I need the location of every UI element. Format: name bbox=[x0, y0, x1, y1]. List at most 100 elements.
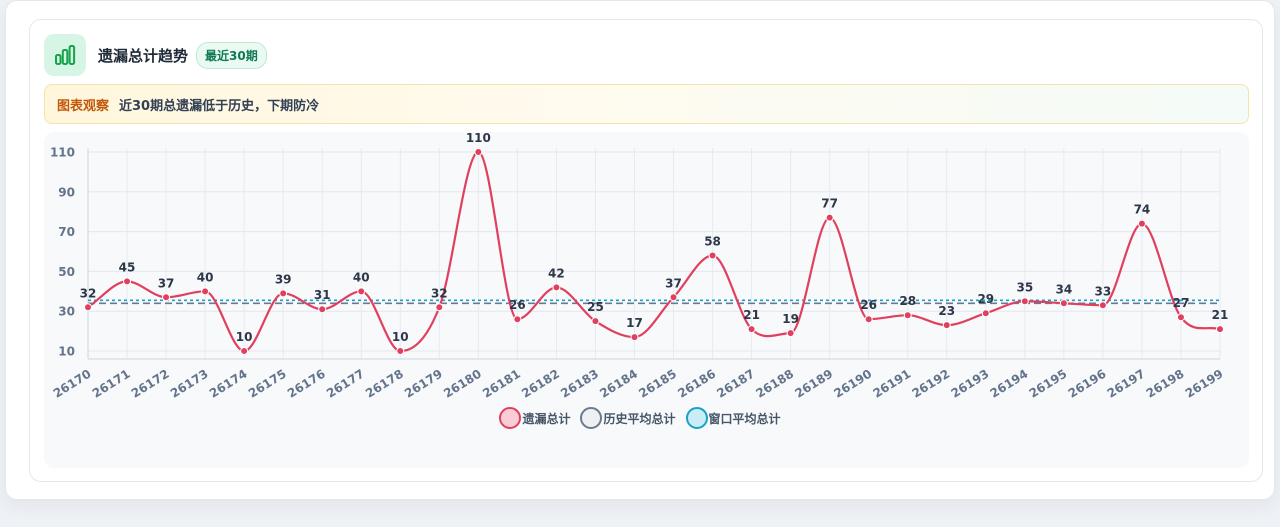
data-point bbox=[474, 148, 483, 156]
data-point bbox=[435, 303, 444, 312]
data-point bbox=[942, 321, 951, 330]
x-tick-label: 26182 bbox=[519, 367, 562, 401]
data-label: 21 bbox=[743, 308, 760, 322]
data-label: 40 bbox=[197, 270, 214, 284]
y-tick-label: 10 bbox=[58, 345, 75, 359]
x-tick-label: 26181 bbox=[480, 367, 523, 401]
x-tick-label: 26174 bbox=[207, 367, 250, 401]
data-point bbox=[903, 311, 912, 320]
legend-swatch-window-avg bbox=[685, 407, 708, 429]
x-tick-label: 26177 bbox=[324, 367, 367, 401]
data-label: 40 bbox=[353, 270, 370, 284]
card-header: 遗漏总计趋势 最近30期 bbox=[44, 34, 267, 76]
x-tick-label: 26195 bbox=[1027, 367, 1070, 401]
y-tick-label: 30 bbox=[58, 305, 75, 319]
data-point bbox=[240, 347, 249, 356]
data-label: 10 bbox=[392, 330, 409, 344]
chart-legend: 遗漏总计 历史平均总计 窗口平均总计 bbox=[0, 407, 1280, 429]
data-point bbox=[1098, 301, 1107, 310]
data-label: 31 bbox=[314, 288, 331, 302]
card-title: 遗漏总计趋势 bbox=[98, 46, 189, 65]
data-label: 34 bbox=[1056, 282, 1073, 296]
data-label: 33 bbox=[1095, 284, 1112, 298]
data-point bbox=[1137, 219, 1146, 228]
data-label: 58 bbox=[704, 235, 721, 249]
data-label: 39 bbox=[275, 272, 292, 286]
x-tick-label: 26172 bbox=[129, 367, 172, 401]
x-tick-label: 26193 bbox=[949, 367, 992, 401]
x-tick-label: 26175 bbox=[246, 367, 289, 401]
data-label: 10 bbox=[236, 330, 253, 344]
data-label: 26 bbox=[509, 298, 526, 312]
legend-label-history-avg: 历史平均总计 bbox=[603, 411, 676, 426]
x-tick-label: 26178 bbox=[363, 367, 406, 401]
data-point bbox=[84, 303, 92, 312]
x-tick-label: 26171 bbox=[90, 367, 133, 401]
data-point bbox=[1176, 313, 1185, 322]
x-tick-label: 26170 bbox=[51, 367, 94, 401]
data-label: 28 bbox=[899, 294, 916, 308]
x-tick-label: 26190 bbox=[831, 367, 874, 401]
data-point bbox=[513, 315, 522, 324]
period-badge: 最近30期 bbox=[196, 41, 267, 69]
legend-item-missing-total[interactable]: 遗漏总计 bbox=[499, 407, 570, 429]
legend-label-window-avg: 窗口平均总计 bbox=[708, 411, 781, 426]
x-tick-label: 26198 bbox=[1144, 367, 1187, 401]
data-point bbox=[1020, 297, 1029, 306]
x-tick-label: 26192 bbox=[910, 367, 953, 401]
x-tick-label: 26199 bbox=[1183, 367, 1226, 401]
data-label: 37 bbox=[665, 276, 682, 290]
x-tick-label: 26187 bbox=[714, 367, 757, 401]
x-tick-label: 26191 bbox=[870, 367, 913, 401]
data-label: 27 bbox=[1173, 296, 1190, 310]
data-label: 37 bbox=[158, 276, 175, 290]
data-point bbox=[981, 309, 990, 318]
data-label: 26 bbox=[860, 298, 877, 312]
series-line-missing-total bbox=[87, 150, 1221, 353]
data-label: 42 bbox=[548, 266, 565, 280]
y-tick-label: 110 bbox=[50, 146, 75, 160]
y-tick-label: 50 bbox=[58, 265, 75, 279]
legend-item-window-avg[interactable]: 窗口平均总计 bbox=[685, 407, 781, 429]
data-point bbox=[201, 287, 210, 296]
data-point bbox=[357, 287, 366, 296]
x-tick-label: 26185 bbox=[636, 367, 679, 401]
data-label: 19 bbox=[782, 312, 799, 326]
x-tick-label: 26188 bbox=[753, 367, 796, 401]
observation-text: 近30期总遗漏低于历史，下期防冷 bbox=[119, 98, 320, 114]
data-label: 32 bbox=[80, 286, 97, 300]
data-point bbox=[1059, 299, 1068, 308]
data-point bbox=[747, 325, 756, 334]
data-label: 17 bbox=[626, 316, 643, 330]
data-label: 110 bbox=[466, 131, 491, 145]
y-tick-label: 90 bbox=[58, 185, 75, 199]
data-point bbox=[552, 283, 561, 292]
legend-item-history-avg[interactable]: 历史平均总计 bbox=[580, 407, 676, 429]
x-tick-label: 26186 bbox=[675, 367, 718, 401]
data-point bbox=[591, 317, 600, 326]
observation-label: 图表观察 bbox=[57, 98, 110, 114]
data-label: 21 bbox=[1212, 308, 1229, 322]
data-point bbox=[318, 305, 327, 314]
data-label: 35 bbox=[1016, 280, 1033, 294]
data-label: 23 bbox=[938, 304, 955, 318]
data-point bbox=[708, 251, 717, 260]
x-tick-label: 26197 bbox=[1105, 367, 1148, 401]
data-label: 45 bbox=[119, 260, 136, 274]
data-point bbox=[279, 289, 288, 298]
data-point bbox=[396, 347, 405, 356]
legend-swatch-missing-total bbox=[499, 407, 522, 429]
data-point bbox=[825, 213, 834, 222]
data-point bbox=[786, 329, 795, 338]
x-tick-label: 26194 bbox=[988, 367, 1031, 401]
data-point bbox=[864, 315, 873, 324]
x-tick-label: 26179 bbox=[402, 367, 445, 401]
bar-chart-icon bbox=[44, 34, 86, 76]
data-label: 29 bbox=[977, 292, 994, 306]
data-point bbox=[123, 277, 132, 286]
x-tick-label: 26183 bbox=[558, 367, 601, 401]
data-label: 32 bbox=[431, 286, 448, 300]
data-point bbox=[162, 293, 171, 302]
data-label: 77 bbox=[821, 197, 838, 211]
